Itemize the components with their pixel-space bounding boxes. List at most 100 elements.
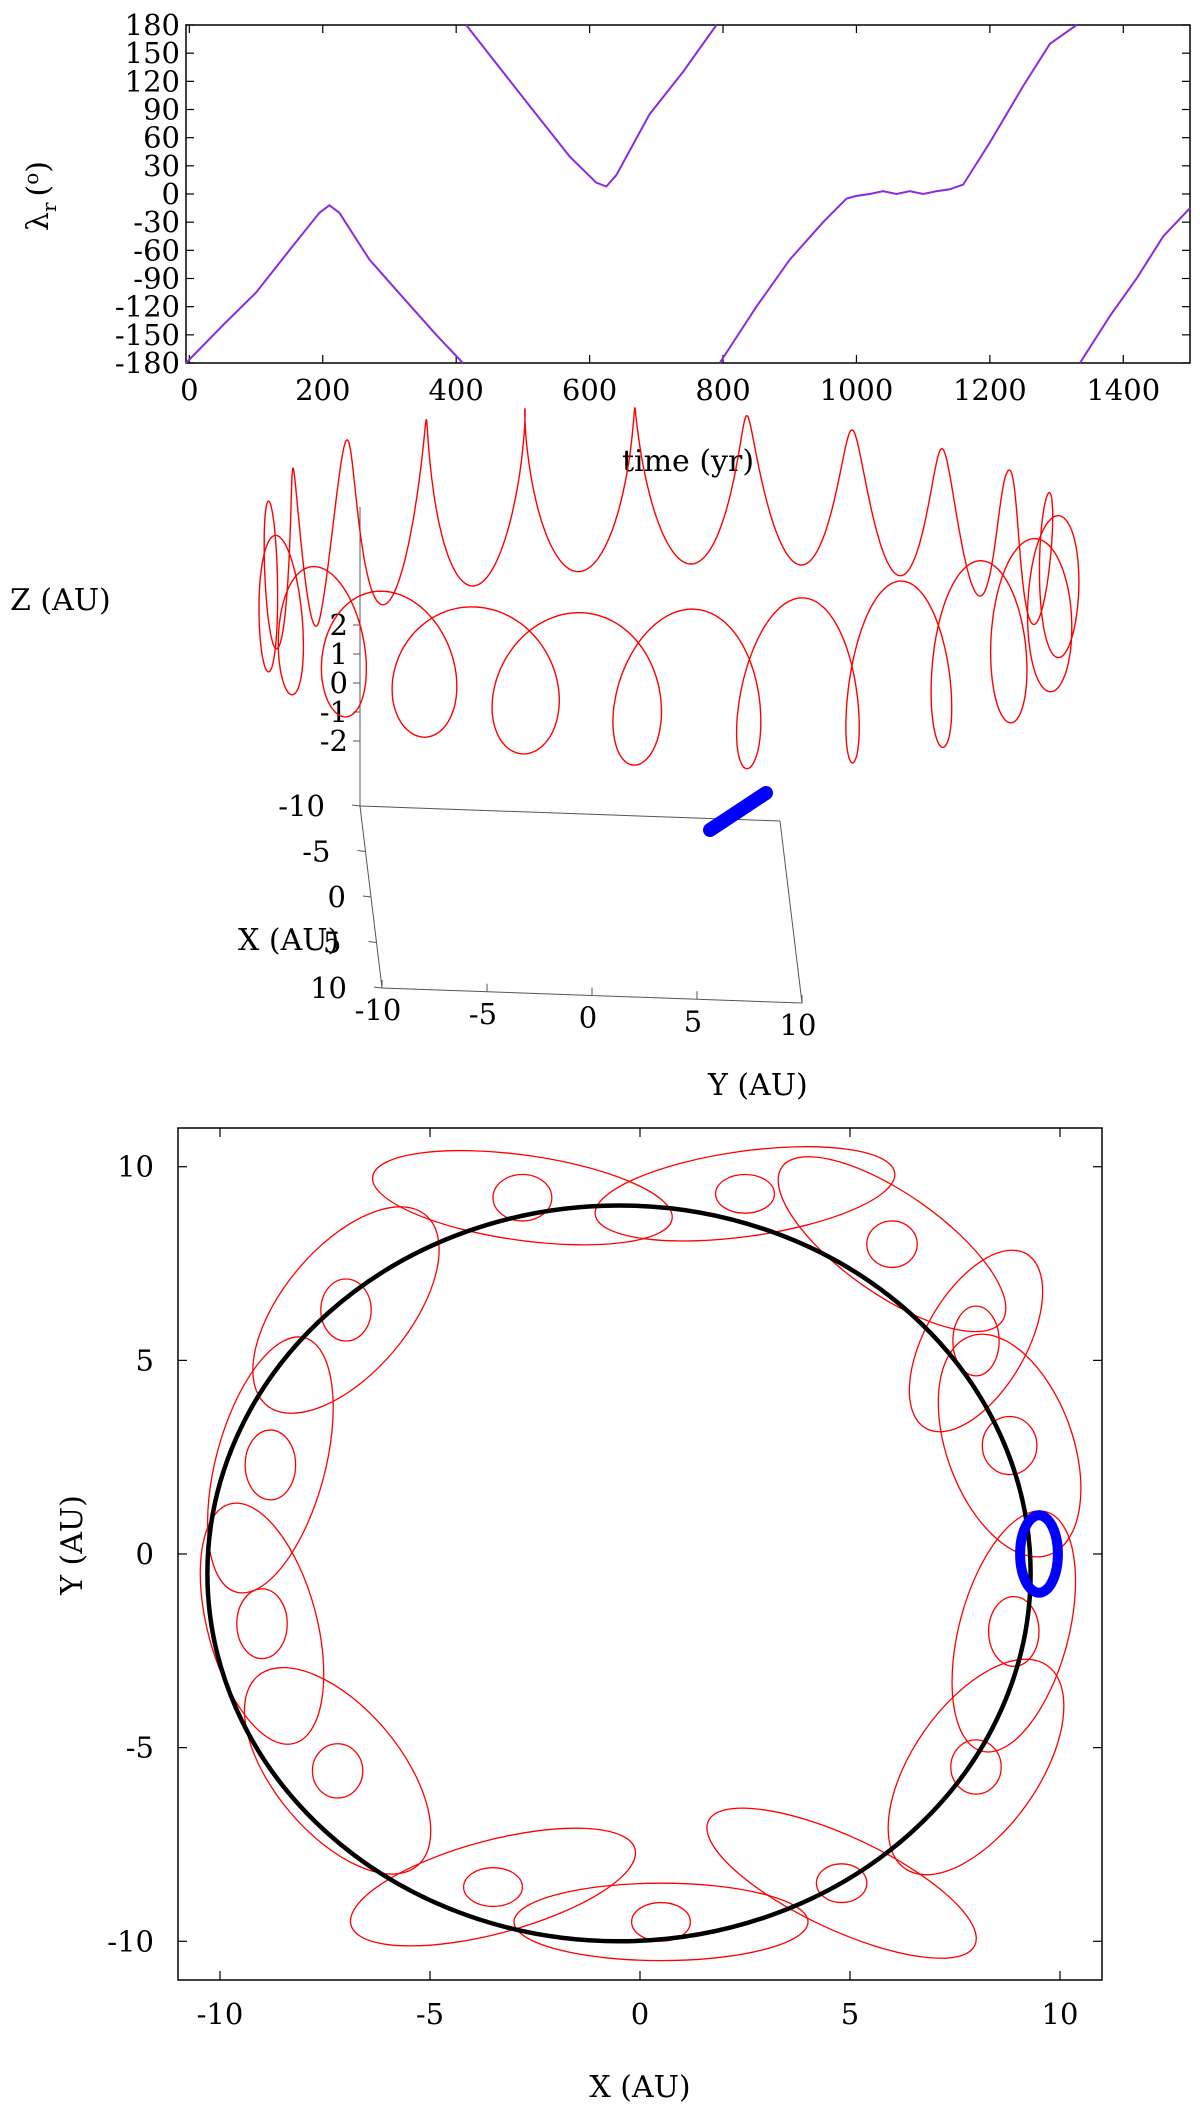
3d-x-tick-mark: [373, 986, 383, 989]
bottom-y-tick-label: -5: [126, 1731, 154, 1765]
top-y-axis-label: λr (o): [19, 161, 61, 231]
3d-x-tick-label: 10: [310, 971, 347, 1005]
top-x-tick-label: 800: [695, 373, 750, 407]
red-small-loop: [981, 1415, 1038, 1476]
top-y-tick-label: 120: [125, 64, 180, 98]
bottom-y-tick-label: 5: [136, 1343, 154, 1377]
3d-z-tick-label: 0: [330, 666, 348, 700]
top-y-tick-label: -90: [133, 262, 180, 296]
bottom-y-tick-label: -10: [107, 1924, 154, 1958]
top-x-tick-label: 1200: [953, 373, 1027, 407]
top-y-axis-subscript: r: [37, 202, 61, 212]
lambda-time-panel: 0 200 400 600 800 1000 1200 1400-180-150-120-90…: [19, 8, 1191, 479]
top-series: [185, 24, 1191, 364]
red-small-loop: [462, 1867, 524, 1908]
red-small-loop: [320, 1278, 372, 1342]
top-x-tick-label: 200: [295, 373, 350, 407]
top-y-tick-label: -180: [115, 346, 180, 380]
bottom-x-tick-label: 10: [1042, 1997, 1079, 2031]
3d-x-tick-mark: [351, 804, 361, 807]
top-y-tick-label: 60: [143, 121, 180, 155]
3d-x-tick-label: 5: [323, 926, 341, 960]
top-x-tick-label: 0: [180, 373, 198, 407]
3d-blue-trajectory-line: [703, 786, 773, 837]
red-small-loop: [952, 1305, 1000, 1377]
red-big-loop: [951, 1510, 1077, 1753]
3d-y-tick-label: 5: [684, 1004, 702, 1038]
bottom-y-tick-label: 0: [136, 1537, 154, 1571]
red-small-loop: [950, 1739, 1002, 1795]
orbit-xy-panel: -10 -5 0 5 10 -10 -5 0 5 10 X (AU) Y (AU): [55, 1127, 1103, 2105]
3d-x-tick-label: 0: [328, 880, 346, 914]
planet-orbit-circle: [205, 1203, 1033, 1944]
lambda-series-line: [1079, 207, 1191, 364]
bottom-x-tick-label: 5: [841, 1997, 859, 2031]
3d-floor-outline: [359, 805, 803, 1004]
red-big-loop: [706, 1807, 977, 1959]
3d-y-tick-label: -5: [469, 997, 497, 1031]
top-y-axis-unit-close: ): [21, 161, 56, 173]
red-big-loop: [937, 1333, 1082, 1558]
3d-x-tick-label: -10: [278, 789, 325, 823]
top-y-axis-unit-sup: o: [19, 173, 43, 185]
red-big-loop: [349, 1827, 637, 1947]
red-small-loop: [244, 1429, 297, 1501]
lambda-series-line: [718, 24, 1078, 364]
bottom-red-trajectory: [199, 1146, 1082, 1962]
top-plot-frame: [185, 24, 1191, 364]
red-big-loop: [908, 1249, 1044, 1433]
top-y-tick-label: -60: [133, 233, 180, 267]
bottom-y-tick-label: 10: [117, 1150, 154, 1184]
red-big-loop: [777, 1156, 1007, 1333]
3d-y-axis-label: Y (AU): [707, 1068, 808, 1103]
3d-axes: [359, 507, 803, 1004]
red-big-loop: [199, 1502, 325, 1745]
red-big-loop: [252, 1206, 440, 1414]
top-x-tick-label: 1400: [1086, 373, 1160, 407]
top-y-axis-symbol: λ: [21, 212, 56, 231]
top-y-tick-label: 150: [125, 36, 180, 70]
3d-x-axis-label: X (AU): [238, 923, 339, 958]
red-small-loop: [815, 1863, 868, 1904]
bottom-x-axis-label: X (AU): [589, 2070, 690, 2105]
red-small-loop: [236, 1588, 288, 1660]
3d-z-tick-label: -1: [320, 695, 348, 729]
bottom-plot-frame: [177, 1127, 1103, 1981]
3d-y-tick-label: 10: [780, 1008, 817, 1042]
3d-z-tick-label: -2: [320, 724, 348, 758]
3d-red-trajectory-line: [258, 406, 1080, 770]
red-small-loop: [866, 1220, 918, 1269]
top-y-tick-label: 0: [162, 177, 180, 211]
top-x-tick-label: 600: [562, 373, 617, 407]
3d-blue-trajectory: [703, 786, 773, 837]
3d-x-tick-mark: [368, 941, 377, 943]
top-y-tick-label: 180: [125, 8, 180, 42]
top-y-tick-label: -30: [133, 205, 180, 239]
red-small-loop: [987, 1595, 1040, 1667]
blue-trajectory-ellipse: [1015, 1510, 1063, 1598]
top-axis-ticks: 0 200 400 600 800 1000 1200 1400-180-150-120-90…: [115, 8, 1190, 407]
top-y-tick-label: -150: [115, 318, 180, 352]
3d-x-tick-mark: [357, 850, 366, 852]
top-x-tick-label: 400: [428, 373, 483, 407]
bottom-x-tick-label: -5: [416, 1997, 444, 2031]
bottom-y-axis-label: Y (AU): [55, 1495, 90, 1596]
red-big-loop: [243, 1667, 432, 1875]
3d-z-tick-label: 2: [330, 608, 348, 642]
3d-z-axis-label: Z (AU): [10, 583, 111, 618]
top-y-tick-label: 30: [143, 149, 180, 183]
red-big-loop: [594, 1146, 896, 1242]
top-y-axis-unit-open: (: [21, 185, 56, 197]
red-big-loop: [513, 1882, 809, 1962]
red-big-loop: [887, 1658, 1065, 1876]
lambda-series-line: [185, 204, 464, 364]
lambda-series-line: [465, 24, 718, 188]
3d-x-tick-label: -5: [302, 835, 330, 869]
3d-x-tick-mark: [362, 895, 372, 898]
top-y-tick-label: -120: [115, 290, 180, 324]
red-big-loop: [371, 1149, 673, 1246]
red-small-loop: [492, 1173, 553, 1222]
red-small-loop: [714, 1173, 776, 1214]
